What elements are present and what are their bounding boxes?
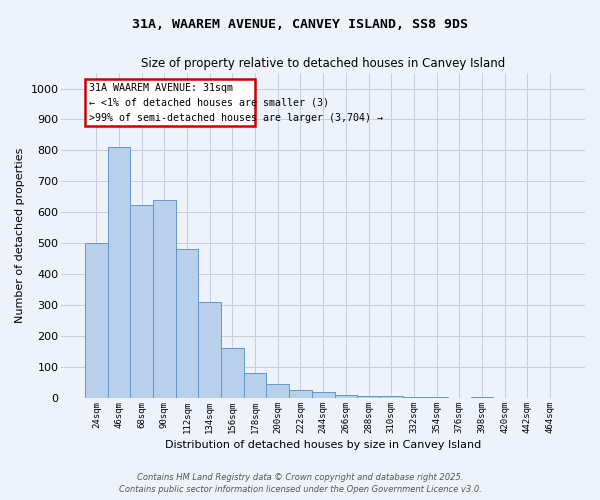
Bar xyxy=(244,374,266,398)
Bar xyxy=(176,250,199,398)
Bar xyxy=(403,397,425,398)
Bar xyxy=(312,392,335,398)
Bar xyxy=(130,204,153,398)
FancyBboxPatch shape xyxy=(85,79,255,126)
Bar xyxy=(85,244,108,398)
Bar xyxy=(199,302,221,398)
Bar xyxy=(357,396,380,398)
Y-axis label: Number of detached properties: Number of detached properties xyxy=(15,148,25,323)
Title: Size of property relative to detached houses in Canvey Island: Size of property relative to detached ho… xyxy=(141,58,505,70)
Bar xyxy=(289,390,312,398)
Bar xyxy=(153,200,176,398)
Bar xyxy=(380,396,403,398)
Bar xyxy=(266,384,289,398)
Bar xyxy=(335,395,357,398)
Text: 31A, WAAREM AVENUE, CANVEY ISLAND, SS8 9DS: 31A, WAAREM AVENUE, CANVEY ISLAND, SS8 9… xyxy=(132,18,468,30)
Bar xyxy=(221,348,244,398)
Text: Contains HM Land Registry data © Crown copyright and database right 2025.
Contai: Contains HM Land Registry data © Crown c… xyxy=(119,472,481,494)
Text: 31A WAAREM AVENUE: 31sqm
← <1% of detached houses are smaller (3)
>99% of semi-d: 31A WAAREM AVENUE: 31sqm ← <1% of detach… xyxy=(89,83,383,122)
X-axis label: Distribution of detached houses by size in Canvey Island: Distribution of detached houses by size … xyxy=(165,440,481,450)
Bar xyxy=(108,148,130,398)
Bar xyxy=(470,397,493,398)
